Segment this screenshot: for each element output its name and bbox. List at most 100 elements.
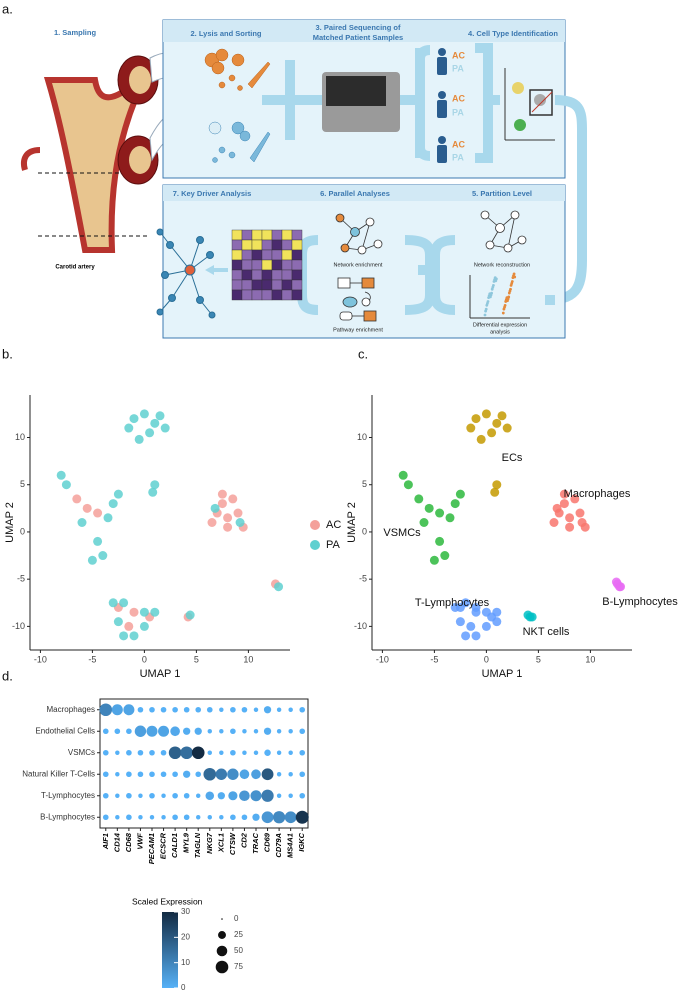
point (93, 536, 103, 546)
heatmap-cell (271, 229, 283, 241)
dot (102, 771, 109, 778)
dot (183, 814, 190, 821)
dot (160, 706, 167, 713)
heatmap-cell (251, 259, 263, 271)
dot (137, 749, 144, 756)
point (98, 551, 108, 561)
caption: Differential expression (473, 322, 527, 328)
size-label: 0 (234, 914, 239, 923)
dot (230, 814, 236, 821)
dot (149, 706, 155, 713)
heatmap-cell (261, 239, 273, 251)
gene-label: TRAC (251, 832, 260, 853)
legend-title: Scaled Expression (132, 896, 203, 906)
heatmap-cell (291, 229, 303, 241)
y-tick-label: 0 (362, 526, 367, 536)
dot (207, 729, 212, 734)
point (471, 414, 481, 424)
dot (299, 706, 306, 713)
heatmap-cell (251, 269, 263, 281)
point (223, 522, 233, 532)
point (93, 508, 103, 518)
x-tick-label: 0 (142, 654, 147, 664)
point (435, 536, 445, 546)
point (56, 470, 66, 480)
dot (196, 815, 201, 820)
artery-branch (20, 147, 41, 171)
dot (230, 706, 236, 713)
dot (242, 729, 247, 734)
point (549, 518, 559, 527)
dot (183, 770, 191, 778)
x-axis-label: UMAP 1 (482, 668, 523, 680)
cluster-label: Macrophages (564, 488, 631, 500)
dot (252, 813, 260, 821)
dot (115, 815, 120, 820)
dot (205, 791, 215, 801)
point (228, 494, 238, 504)
y-tick-label: -5 (17, 574, 25, 584)
heatmap-cell (281, 239, 293, 251)
dot (203, 767, 217, 781)
step-title: 3. Paired Sequencing of (315, 23, 401, 32)
dot (261, 768, 274, 781)
size-key (216, 945, 228, 957)
group-label: AC (452, 93, 465, 103)
point (223, 513, 233, 523)
volcano-dot (492, 280, 496, 283)
heatmap-cell (271, 279, 283, 291)
dot (264, 749, 271, 757)
dot (299, 792, 306, 799)
point (455, 603, 465, 612)
step-title: 7. Key Driver Analysis (173, 189, 252, 198)
dot (99, 703, 113, 717)
dot (276, 729, 282, 734)
cluster-label: B-Lymphocytes (602, 596, 678, 608)
legend-label: PA (326, 539, 341, 551)
volcano-dot (504, 300, 508, 303)
point (492, 418, 502, 428)
point (87, 555, 97, 565)
point (487, 612, 497, 622)
dot (138, 793, 143, 798)
connector (544, 95, 587, 305)
dot (111, 704, 123, 716)
point (481, 409, 491, 419)
point (129, 631, 139, 641)
y-axis-label: UMAP 2 (346, 502, 358, 543)
heatmap-cell (281, 259, 293, 271)
dot (172, 771, 178, 778)
dot (183, 706, 190, 713)
step-title: 2. Lysis and Sorting (191, 29, 262, 38)
point (466, 423, 476, 433)
y-tick-label: -10 (354, 621, 367, 631)
dot (206, 706, 213, 713)
point (148, 487, 158, 497)
heatmap-cell (291, 279, 303, 291)
dot (115, 772, 120, 777)
legend-swatch (310, 540, 320, 550)
heatmap-cell (241, 279, 253, 291)
point (119, 631, 129, 641)
y-tick-label: 10 (15, 432, 25, 442)
dot (276, 772, 282, 777)
row-label: Endothelial Cells (35, 726, 95, 735)
heatmap-cell (291, 239, 303, 251)
point (233, 508, 243, 518)
dot (126, 749, 132, 756)
dot (299, 771, 306, 778)
point (481, 621, 491, 631)
volcano (469, 272, 530, 319)
heatmap-cell (281, 279, 293, 291)
arrow-head (205, 265, 214, 275)
y-tick-label: 5 (362, 479, 367, 489)
connector (400, 45, 431, 161)
point (139, 409, 149, 419)
dot (276, 750, 282, 755)
dot (261, 811, 274, 824)
gene-label: CALD1 (170, 833, 179, 858)
point (559, 499, 569, 509)
point (207, 518, 217, 527)
dot (288, 750, 293, 755)
point (570, 494, 580, 504)
